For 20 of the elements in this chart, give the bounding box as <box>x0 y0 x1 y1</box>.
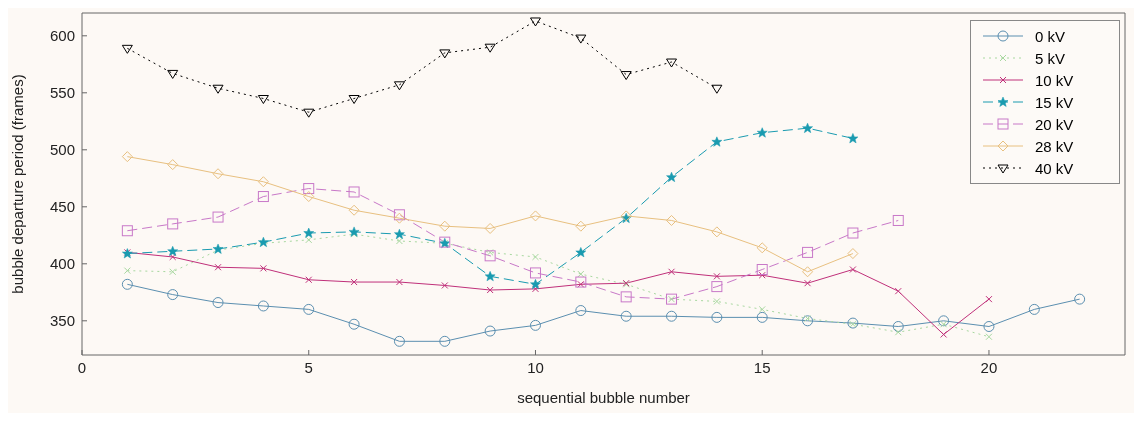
legend-label: 28 kV <box>1035 137 1074 155</box>
y-tick-label: 350 <box>49 312 75 330</box>
x-axis-title: sequential bubble number <box>517 389 690 406</box>
legend-label: 5 kV <box>1035 49 1066 67</box>
y-tick-label: 600 <box>49 27 75 45</box>
y-tick-label: 450 <box>49 198 75 216</box>
x-tick-label: 15 <box>753 358 771 376</box>
x-tick-label: 5 <box>304 358 313 376</box>
legend-label: 0 kV <box>1035 27 1066 45</box>
legend-label: 10 kV <box>1035 71 1074 89</box>
x-tick-label: 20 <box>980 358 998 376</box>
y-axis-title: bubble departure period (frames) <box>9 74 27 294</box>
legend-label: 20 kV <box>1035 115 1074 133</box>
x-tick-label: 10 <box>527 358 544 376</box>
legend-label: 40 kV <box>1035 159 1074 177</box>
legend-label: 15 kV <box>1035 93 1074 111</box>
y-tick-label: 400 <box>49 255 75 273</box>
y-tick-label: 550 <box>49 84 75 102</box>
x-tick-label: 0 <box>77 358 87 376</box>
y-tick-label: 500 <box>49 141 75 159</box>
